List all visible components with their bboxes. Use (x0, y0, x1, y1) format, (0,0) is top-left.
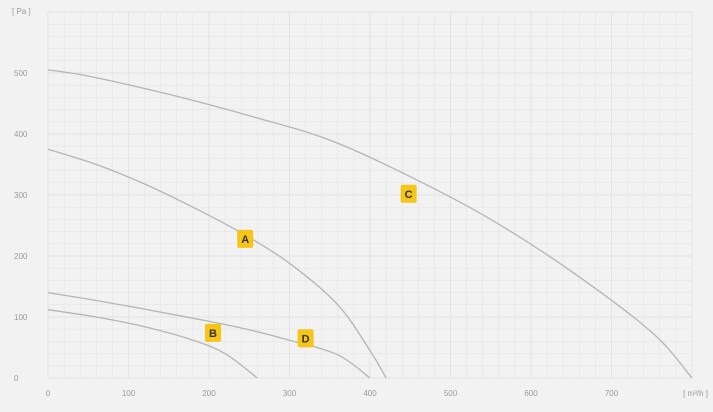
x-tick-label: 700 (605, 389, 619, 398)
y-tick-label: 0 (14, 374, 19, 383)
x-tick-label: 200 (202, 389, 216, 398)
x-tick-label: 500 (444, 389, 458, 398)
curve-label-badge (205, 323, 222, 342)
curve-c (47, 69, 693, 379)
axis-ticks: 0 100 200 300 400 500 600 700 0 100 200 300 400 500 (14, 69, 619, 398)
curve-label-badge (237, 229, 254, 248)
x-tick-label: 300 (283, 389, 297, 398)
curve-b (47, 309, 258, 379)
curve-label-d: D (297, 329, 314, 348)
y-tick-label: 500 (14, 69, 28, 78)
y-axis-unit-label: [ Pa ] (12, 7, 31, 16)
curve-label-badge (297, 329, 314, 348)
x-axis-unit-label: [ m³/h ] (683, 389, 708, 398)
y-tick-label: 400 (14, 130, 28, 139)
curve-label-text: D (302, 333, 310, 345)
curve-label-b: B (205, 323, 222, 342)
curve-label-badge (400, 184, 417, 203)
curve-label-text: B (209, 328, 217, 340)
curve-label-text: C (405, 189, 413, 201)
y-tick-label: 100 (14, 313, 28, 322)
x-tick-label: 600 (524, 389, 538, 398)
curves: C A D B (47, 69, 693, 379)
curve-label-c: C (400, 184, 417, 203)
y-tick-label: 200 (14, 252, 28, 261)
x-tick-label: 100 (122, 389, 136, 398)
grid (47, 11, 693, 379)
y-tick-label: 300 (14, 191, 28, 200)
x-tick-label: 0 (46, 389, 51, 398)
curve-label-text: A (241, 234, 249, 246)
curve-d (47, 291, 371, 379)
curve-a (47, 148, 387, 379)
x-tick-label: 400 (363, 389, 377, 398)
curve-label-a: A (237, 229, 254, 248)
